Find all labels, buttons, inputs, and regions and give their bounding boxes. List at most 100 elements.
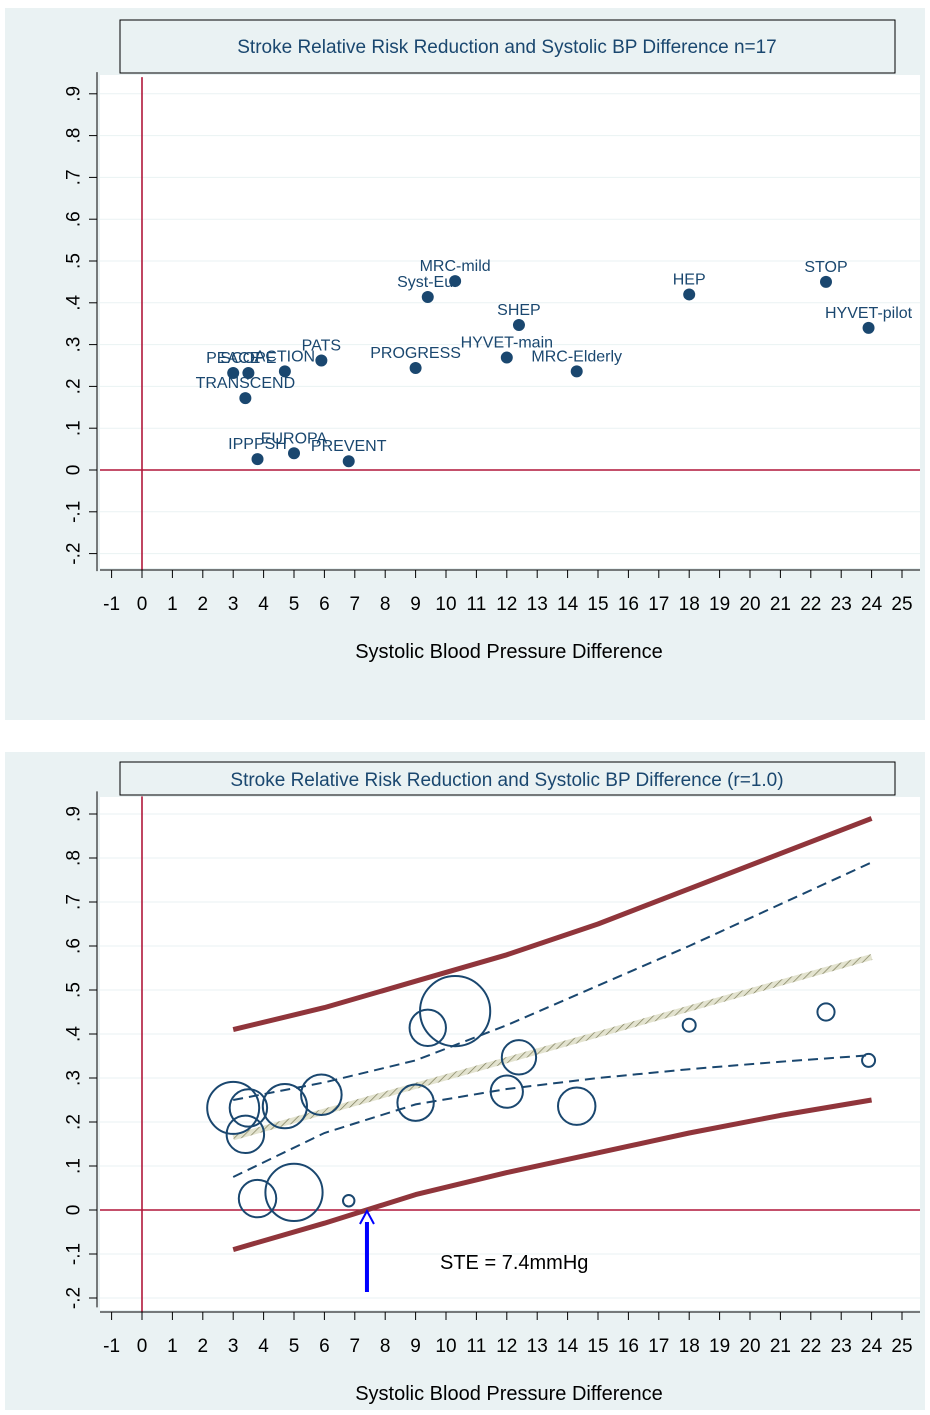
- panel-1-point-label: PROGRESS: [370, 345, 461, 362]
- panel-1-x-tick-label: 21: [770, 594, 791, 615]
- panel-2-x-tick-label: 15: [587, 1336, 608, 1357]
- panel-2-plot-area: [100, 797, 920, 1310]
- panel-1-data-point: [862, 321, 875, 334]
- panel-1-data-point: [683, 288, 696, 301]
- panel-2-bubble: [264, 1162, 324, 1223]
- panel-2-bubble: [861, 1052, 877, 1068]
- panel-2-fit-line: [232, 954, 873, 1141]
- panel-2-y-tick-label: -.1: [64, 1243, 85, 1265]
- panel-1-point-label: Syst-Eur: [397, 274, 459, 291]
- panel-2-x-tick-label: 23: [831, 1336, 852, 1357]
- panel-1-x-tick-label: 4: [258, 594, 269, 615]
- panel-1-y-tick-label: -.2: [64, 543, 85, 565]
- panel-1-y-tick-label: .5: [64, 253, 85, 269]
- panel-1-y-tick-label: 0: [64, 465, 85, 476]
- panel-2-confidence-band-line: [233, 861, 873, 1101]
- panel-1-point-label: MRC-mild: [420, 258, 491, 275]
- panel-2-bubble: [228, 1088, 269, 1128]
- panel-2-y-tick-label: 0: [64, 1205, 85, 1216]
- panel-1-point-label: HYVET-pilot: [825, 305, 913, 322]
- panel-1-data-point: [251, 453, 264, 466]
- panel-2-bubble: [408, 1008, 447, 1048]
- panel-2-confidence-band-line: [232, 1054, 872, 1178]
- panel-1-x-tick-label: 0: [137, 594, 148, 615]
- panel-2-x-tick-label: 19: [709, 1336, 730, 1357]
- panel-1-y-tick-label: .9: [64, 86, 85, 102]
- panel-1-data-point: [278, 365, 291, 378]
- panel-2-y-tick-label: .4: [64, 1026, 85, 1042]
- panel-1-data-point: [512, 318, 525, 331]
- chart-panel-1: Stroke Relative Risk Reduction and Systo…: [5, 8, 925, 720]
- panel-1-x-tick-label: 16: [618, 594, 639, 615]
- panel-1-point-label: MRC-Elderly: [531, 348, 622, 365]
- panel-1-x-tick-label: 13: [527, 594, 548, 615]
- panel-1-y-tick-label: .3: [64, 337, 85, 353]
- panel-1-data-point: [239, 392, 252, 405]
- panel-2-x-tick-label: 13: [527, 1336, 548, 1357]
- panel-1-x-tick-label: 15: [587, 594, 608, 615]
- panel-1-y-tick-label: .8: [64, 128, 85, 144]
- panel-1-point-label: IPPPSH: [228, 436, 287, 453]
- panel-1-point-label: PATS: [302, 337, 341, 354]
- panel-1-x-tick-label: 19: [709, 594, 730, 615]
- panel-1-y-tick-label: .1: [64, 420, 85, 436]
- panel-2-x-tick-label: -1: [103, 1336, 120, 1357]
- panel-1-x-tick-label: 17: [648, 594, 669, 615]
- panel-2-x-tick-label: 9: [410, 1336, 421, 1357]
- panel-2-y-tick-label: .8: [64, 850, 85, 866]
- panel-1-x-tick-label: 7: [350, 594, 361, 615]
- panel-2-bubble: [500, 1039, 538, 1076]
- panel-1-title: Stroke Relative Risk Reduction and Systo…: [237, 37, 777, 58]
- panel-1-x-tick-label: 11: [467, 594, 487, 615]
- panel-2-y-tick-label: .1: [64, 1158, 85, 1174]
- panel-1-point-label: STOP: [804, 259, 847, 276]
- panel-2-y-tick-label: -.2: [64, 1287, 85, 1309]
- panel-2-x-tick-label: 18: [679, 1336, 700, 1357]
- panel-1-x-axis-title: Systolic Blood Pressure Difference: [355, 641, 663, 663]
- panel-1-x-tick-label: 18: [679, 594, 700, 615]
- panel-1-data-point: [315, 354, 328, 367]
- panel-2-ste-arrow-head: [359, 1208, 375, 1225]
- panel-2-x-tick-label: 1: [167, 1336, 178, 1357]
- panel-1-x-tick-label: -1: [103, 594, 120, 615]
- panel-2-bubble: [261, 1083, 308, 1130]
- panel-2-bubble: [557, 1086, 597, 1126]
- panel-2-x-tick-label: 7: [350, 1336, 361, 1357]
- panel-1-x-tick-label: 20: [739, 594, 760, 615]
- panel-2-ste-annotation: STE = 7.4mmHg: [440, 1252, 588, 1274]
- panel-2-y-tick-label: .2: [64, 1114, 85, 1130]
- panel-1-x-tick-label: 1: [167, 594, 178, 615]
- panel-2-x-tick-label: 11: [467, 1336, 487, 1357]
- panel-2-x-tick-label: 0: [137, 1336, 148, 1357]
- panel-1-data-point: [288, 447, 300, 460]
- panel-1-point-label: HEP: [673, 271, 706, 288]
- panel-1-point-label: PREVENT: [311, 438, 387, 455]
- panel-2-x-tick-label: 3: [228, 1336, 239, 1357]
- panel-2-x-tick-label: 24: [861, 1336, 883, 1357]
- panel-2-x-tick-label: 22: [800, 1336, 821, 1357]
- panel-2-x-tick-label: 25: [891, 1336, 912, 1357]
- panel-1-data-point: [820, 275, 832, 288]
- panel-2-bubble: [300, 1073, 343, 1116]
- panel-2-x-tick-label: 5: [289, 1336, 300, 1357]
- panel-2-y-tick-label: .5: [64, 982, 85, 998]
- panel-2-bubble: [419, 975, 492, 1048]
- panel-1-x-tick-label: 25: [891, 594, 912, 615]
- panel-1-point-label: PEACE: [206, 350, 260, 367]
- panel-1-x-tick-label: 10: [435, 594, 456, 615]
- panel-1-data-point: [409, 362, 422, 375]
- panel-1-x-tick-label: 3: [228, 594, 239, 615]
- panel-2-bubble: [816, 1002, 836, 1022]
- panel-2-prediction-band-line: [232, 1097, 873, 1253]
- panel-1-plot-area: [100, 75, 920, 568]
- chart-panel-2: Stroke Relative Risk Reduction and Systo…: [5, 752, 925, 1410]
- panel-2-bubble: [489, 1074, 524, 1109]
- panel-2-y-tick-label: .9: [64, 806, 85, 822]
- panel-2-x-axis-title: Systolic Blood Pressure Difference: [355, 1383, 663, 1405]
- panel-1-y-tick-label: .7: [64, 169, 85, 185]
- panel-2-y-tick-label: .7: [64, 894, 85, 910]
- panel-1-x-tick-label: 2: [198, 594, 209, 615]
- panel-2-bubble: [225, 1114, 266, 1155]
- panel-1-data-point: [570, 365, 583, 378]
